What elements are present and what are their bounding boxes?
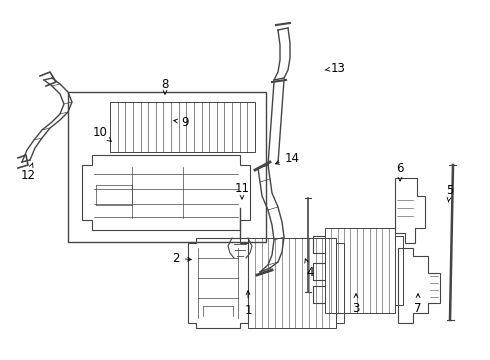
Text: 1: 1	[244, 291, 252, 316]
Text: 6: 6	[396, 162, 404, 181]
Text: 9: 9	[173, 116, 189, 129]
Text: 4: 4	[305, 259, 314, 279]
Text: 10: 10	[93, 126, 111, 141]
Text: 14: 14	[275, 152, 299, 165]
Text: 5: 5	[446, 184, 454, 202]
Text: 8: 8	[161, 77, 169, 94]
Text: 3: 3	[352, 294, 360, 315]
Text: 11: 11	[235, 181, 249, 199]
Text: 12: 12	[21, 163, 35, 181]
Text: 7: 7	[414, 294, 422, 315]
Text: 2: 2	[172, 252, 191, 265]
Text: 13: 13	[325, 62, 345, 75]
